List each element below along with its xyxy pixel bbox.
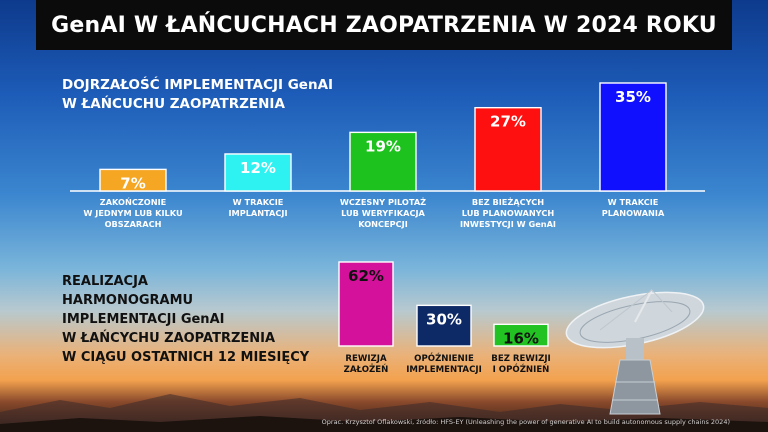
maturity-category-label-2-2: KONCEPCJI — [358, 219, 408, 229]
maturity-category-label-1-0: W TRAKCIE — [233, 197, 284, 207]
maturity-category-label-0-1: W JEDNYM LUB KILKU — [83, 208, 182, 218]
maturity-data-label-1: 12% — [240, 159, 276, 177]
schedule-title-line-2: HARMONOGRAMU — [62, 293, 194, 308]
schedule-bar-2 — [493, 323, 549, 347]
schedule-category-label-2-1: I OPÓŹNIEŃ — [493, 363, 550, 375]
maturity-bar-1 — [224, 153, 292, 192]
schedule-title-line-3: IMPLEMENTACJI GenAI — [62, 312, 225, 327]
maturity-title-line-1: DOJRZAŁOŚĆ IMPLEMENTACJI GenAI — [62, 77, 334, 93]
schedule-title-line-5: W CIĄGU OSTATNICH 12 MIESIĘCY — [62, 350, 310, 365]
schedule-bar-0 — [338, 261, 394, 347]
maturity-bar-0 — [99, 168, 167, 192]
maturity-bar-3 — [474, 106, 542, 192]
maturity-data-label-3: 27% — [490, 113, 526, 131]
maturity-data-label-0: 7% — [120, 174, 145, 192]
schedule-title-line-1: REALIZACJA — [62, 274, 148, 289]
maturity-category-label-3-1: LUB PLANOWANYCH — [462, 208, 555, 218]
radio-telescope-icon — [565, 289, 705, 415]
maturity-data-label-2: 19% — [365, 137, 401, 155]
maturity-category-label-2-1: LUB WERYFIKACJA — [341, 208, 425, 218]
schedule-category-label-0-1: ZAŁOŻEŃ — [344, 363, 389, 375]
maturity-category-label-4-1: PLANOWANIA — [602, 208, 665, 218]
schedule-category-label-2-0: BEZ REWIZJI — [491, 354, 550, 364]
schedule-category-label-1-1: IMPLEMENTACJI — [406, 365, 482, 375]
schedule-category-label-1-0: OPÓŹNIENIE — [414, 352, 474, 364]
maturity-category-label-3-0: BEZ BIEŻĄCYCH — [472, 197, 544, 207]
source-note: Oprac. Krzysztof Oflakowski, źródło: HFS… — [321, 418, 730, 426]
maturity-bar-2 — [349, 131, 417, 192]
schedule-category-label-0-0: REWIZJA — [345, 354, 387, 364]
maturity-category-label-0-0: ZAKOŃCZONIE — [100, 196, 166, 207]
page-title: GenAI W ŁAŃCUCHACH ZAOPATRZENIA W 2024 R… — [36, 0, 732, 50]
schedule-data-label-1: 30% — [426, 310, 462, 328]
schedule-data-label-0: 62% — [348, 267, 384, 285]
maturity-section-title: DOJRZAŁOŚĆ IMPLEMENTACJI GenAI W ŁAŃCUCH… — [62, 76, 333, 114]
maturity-bar-4 — [599, 82, 667, 192]
schedule-title-line-4: W ŁAŃCYCHU ZAOPATRZENIA — [62, 331, 276, 346]
schedule-bar-1 — [416, 304, 472, 347]
mountain-silhouette — [0, 394, 768, 432]
maturity-data-label-4: 35% — [615, 88, 651, 106]
maturity-category-label-0-2: OBSZARACH — [105, 219, 162, 229]
schedule-data-label-2: 16% — [503, 329, 539, 347]
maturity-category-label-1-1: IMPLANTACJI — [229, 208, 288, 218]
maturity-category-label-2-0: WCZESNY PILOTAŻ — [340, 197, 426, 207]
maturity-title-line-2: W ŁAŃCUCHU ZAOPATRZENIA — [62, 96, 285, 112]
maturity-category-label-4-0: W TRAKCIE — [608, 197, 659, 207]
maturity-category-label-3-2: INWESTYCJI W GenAI — [460, 219, 556, 229]
schedule-section-title: REALIZACJA HARMONOGRAMU IMPLEMENTACJI Ge… — [62, 272, 309, 367]
